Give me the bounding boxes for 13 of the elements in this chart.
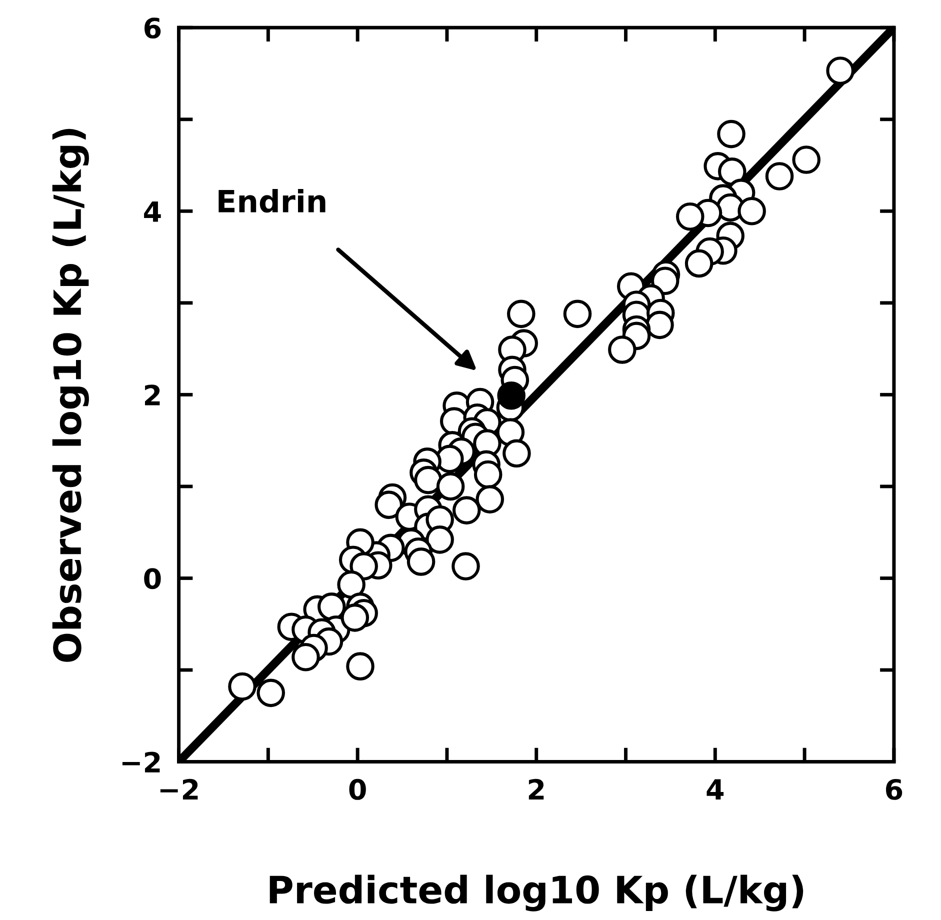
y-tick-label: 2 — [144, 384, 160, 406]
y-tick-label: 4 — [144, 201, 161, 222]
x-tick-label: 6 — [886, 778, 902, 800]
x-tick-label: 0 — [349, 778, 366, 800]
x-tick-label: 2 — [528, 778, 544, 800]
y-tick-label: 6 — [144, 18, 161, 39]
x-axis-title: Predicted log10 Kp (L/kg) — [270, 874, 804, 912]
x-tick-label: −2 — [160, 778, 198, 800]
annotation: Endrin — [218, 189, 326, 213]
y-axis-title: Observed log10 Kp (L/kg) — [52, 128, 89, 662]
x-tick-label: 4 — [706, 779, 724, 800]
y-tick-label: −2 — [122, 752, 160, 772]
y-tick-label: 0 — [144, 568, 161, 590]
